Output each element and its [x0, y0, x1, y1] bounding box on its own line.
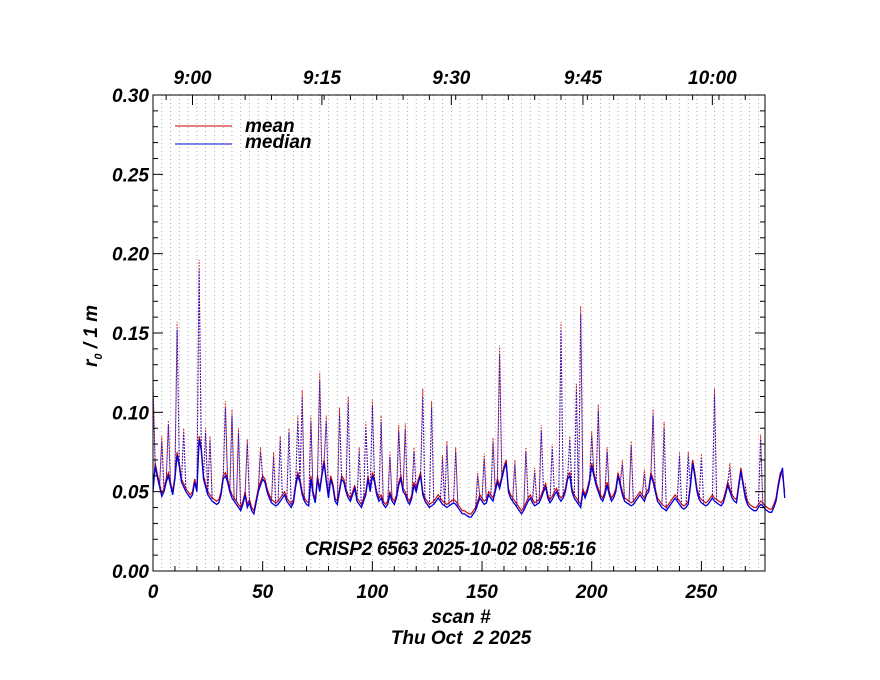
y-tick-label: 0.30 [112, 86, 149, 107]
top-tick-label: 10:00 [688, 68, 737, 89]
top-tick-label: 9:00 [173, 68, 211, 89]
axis-tick-labels: 0 50 100 150 200 250 9:00 9:15 9:30 9:45 10:00 0.00… [112, 68, 737, 603]
y-axis-label-unit: / 1 m [81, 305, 102, 354]
svg-text:r0 / 1 m: r0 / 1 m [81, 305, 105, 367]
y-tick-label: 0.00 [112, 562, 149, 583]
axis-ticks [152, 94, 765, 572]
grid-lines [161, 95, 759, 571]
x-tick-label: 200 [575, 582, 608, 603]
series-median-line [152, 439, 786, 518]
y-tick-label: 0.10 [112, 403, 149, 424]
y-axis-label-sub: 0 [93, 353, 105, 360]
date-label: Thu Oct 2 2025 [391, 628, 532, 649]
legend-median-label: median [245, 132, 312, 153]
top-tick-label: 9:15 [303, 68, 341, 89]
chart-annotation: CRISP2 6563 2025-10-02 08:55:16 [305, 539, 596, 560]
y-axis-label-main: r [81, 358, 102, 367]
legend: mean median [175, 116, 312, 153]
plot-frame [152, 94, 766, 572]
x-tick-label: 0 [148, 582, 159, 603]
y-tick-label: 0.20 [112, 245, 149, 266]
series-layer [152, 259, 786, 518]
series-mean-line [152, 435, 786, 515]
y-tick-label: 0.25 [112, 165, 149, 186]
x-tick-label: 50 [252, 582, 274, 603]
top-tick-label: 9:30 [432, 68, 470, 89]
y-tick-label: 0.05 [112, 483, 149, 504]
y-axis-label: r0 / 1 m [81, 305, 105, 367]
y-tick-label: 0.15 [112, 324, 149, 345]
x-axis-label: scan # [431, 607, 491, 628]
x-tick-label: 150 [466, 582, 498, 603]
top-tick-label: 9:45 [564, 68, 602, 89]
legend-mean-label: mean [245, 116, 295, 137]
x-tick-label: 100 [357, 582, 389, 603]
x-tick-label: 250 [685, 582, 718, 603]
